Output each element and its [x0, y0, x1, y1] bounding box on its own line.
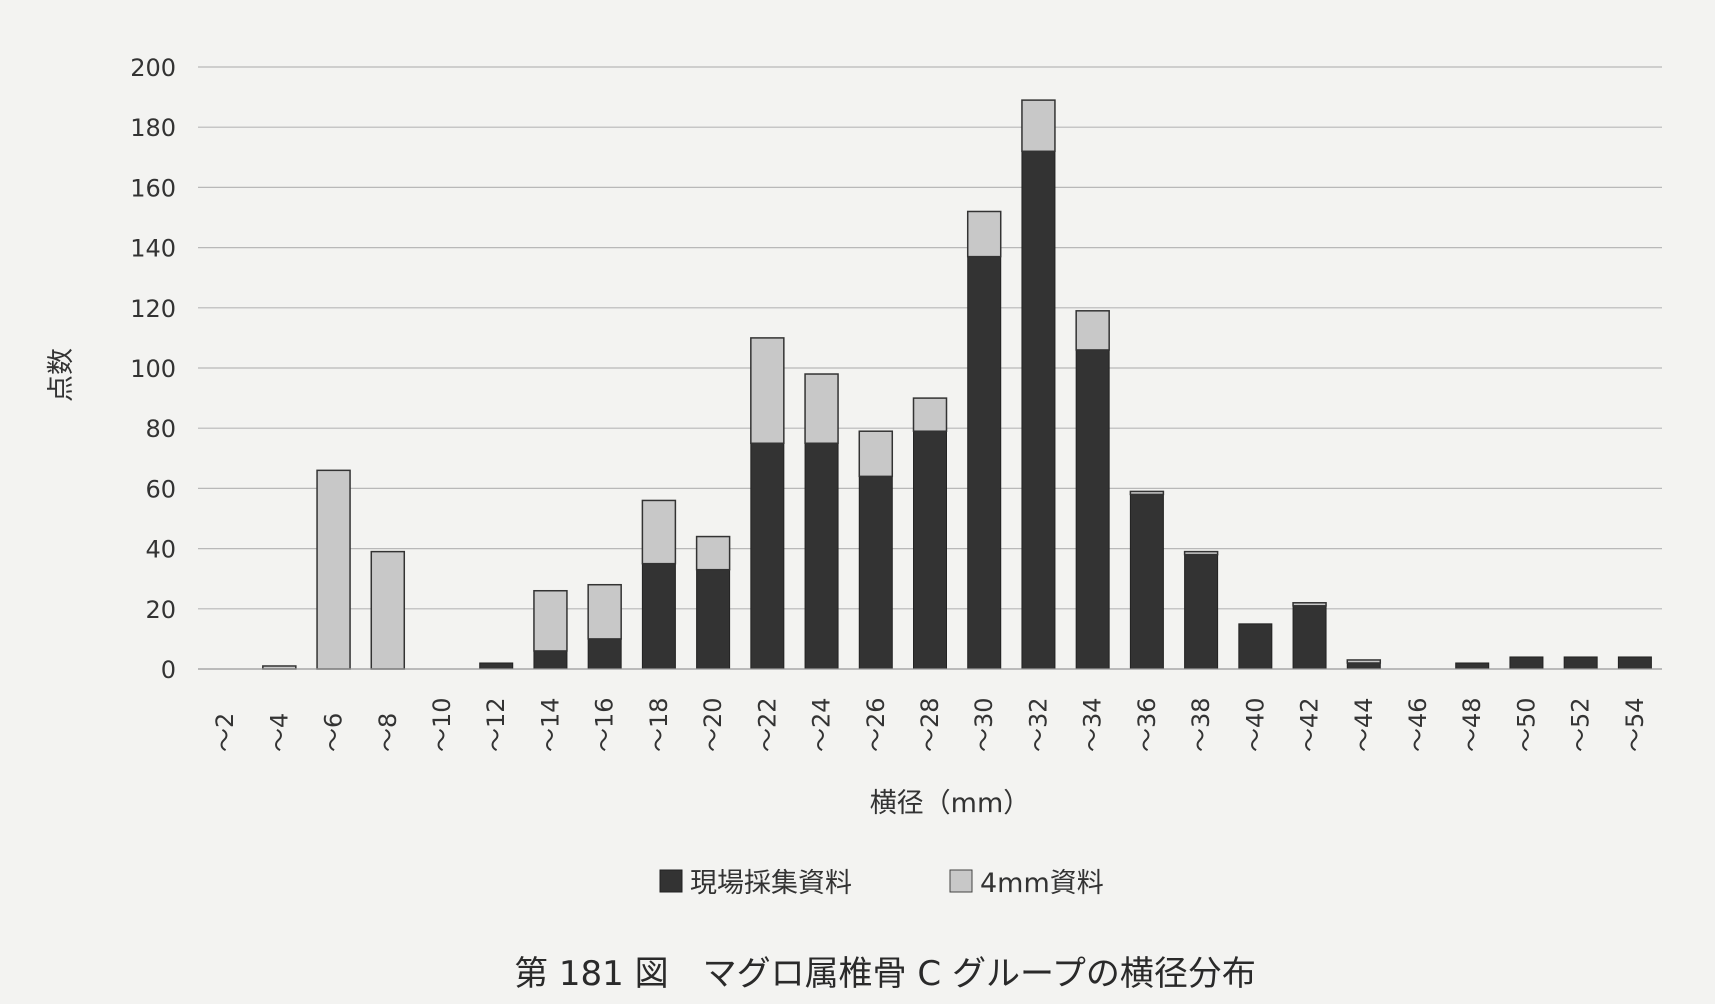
- x-tick-label: ～2: [211, 713, 239, 752]
- bar-4mm: [858, 430, 894, 478]
- y-tick-label: 120: [130, 295, 176, 323]
- x-tick-label: ～32: [1024, 697, 1052, 752]
- bar-4mm: [641, 499, 677, 565]
- legend: 現場採集資料 4mm資料: [659, 868, 1104, 899]
- x-tick-label: ～52: [1567, 697, 1595, 752]
- bar-field-collected: [750, 442, 785, 670]
- bar-4mm: [1292, 602, 1327, 607]
- x-axis-title: 横径（mm）: [870, 788, 1031, 819]
- x-tick-label: ～18: [645, 697, 673, 752]
- x-tick-label: ～26: [862, 697, 890, 752]
- x-tick-label: ～8: [374, 713, 402, 752]
- x-tick-label: ～44: [1350, 697, 1378, 752]
- bars: [262, 99, 1652, 670]
- x-tick-label: ～48: [1458, 697, 1486, 752]
- y-axis-title: 点数: [46, 348, 77, 402]
- bar-field-collected: [804, 442, 839, 670]
- bar-field-collected: [1075, 349, 1110, 670]
- bar-4mm: [316, 469, 351, 670]
- x-tick-label: ～14: [536, 697, 564, 752]
- bar-field-collected: [1238, 623, 1273, 670]
- bar-field-collected: [967, 256, 1002, 670]
- y-tick-label: 0: [161, 656, 176, 684]
- y-tick-label: 180: [130, 114, 176, 142]
- bar-4mm: [1346, 659, 1382, 664]
- x-tick-label: ～4: [265, 713, 293, 752]
- bar-field-collected: [696, 569, 731, 670]
- figure-caption: 第 181 図 マグロ属椎骨 C グループの横径分布: [514, 954, 1256, 994]
- legend-label-4mm: 4mm資料: [980, 868, 1104, 899]
- legend-label-field: 現場採集資料: [690, 868, 852, 899]
- bar-field-collected: [1455, 662, 1490, 670]
- y-tick-label: 40: [145, 536, 176, 564]
- bar-4mm: [587, 583, 622, 640]
- legend-swatch-4mm: [949, 869, 973, 893]
- y-tick-label: 20: [145, 596, 176, 624]
- x-tick-label: ～20: [699, 697, 727, 752]
- grid-lines: [198, 66, 1662, 610]
- bar-field-collected: [1021, 150, 1056, 670]
- x-tick-label: ～24: [808, 697, 836, 752]
- bar-field-collected: [1617, 656, 1652, 670]
- bar-field-collected: [479, 662, 514, 670]
- bar-4mm: [750, 337, 785, 444]
- x-tick-label: ～6: [320, 713, 348, 752]
- x-tick-label: ～28: [916, 697, 944, 752]
- bar-field-collected: [1184, 554, 1219, 670]
- bar-4mm: [1021, 99, 1056, 153]
- bar-4mm: [804, 373, 839, 444]
- x-tick-label: ～38: [1187, 697, 1215, 752]
- bar-field-collected: [913, 430, 947, 670]
- bar-field-collected: [641, 563, 676, 670]
- y-tick-label: 140: [130, 235, 176, 263]
- bar-4mm: [966, 210, 1002, 258]
- x-tick-label: ～36: [1133, 697, 1161, 752]
- bar-4mm: [1183, 550, 1219, 556]
- y-tick-label: 60: [145, 475, 176, 503]
- x-tick-label: ～16: [591, 697, 619, 752]
- x-tick-label: ～22: [753, 697, 781, 752]
- y-tick-label: 160: [130, 174, 176, 202]
- bar-field-collected: [1346, 662, 1381, 670]
- bar-field-collected: [587, 638, 622, 670]
- x-tick-label: ～40: [1241, 697, 1269, 752]
- bar-4mm: [370, 550, 406, 670]
- bar-field-collected: [1292, 605, 1327, 670]
- bar-4mm: [1075, 310, 1110, 351]
- x-tick-label: ～54: [1621, 697, 1649, 752]
- bar-field-collected: [1509, 656, 1544, 670]
- bar-field-collected: [1563, 656, 1598, 670]
- bar-field-collected: [1129, 493, 1164, 670]
- y-tick-label: 80: [145, 415, 176, 443]
- x-axis-ticks: ～2 ～4 ～6 ～8 ～10 ～12 ～14 ～16 ～18 ～20 ～22 ～24 ～26 ～28 ～3…: [211, 697, 1649, 752]
- bar-field-collected: [533, 650, 568, 670]
- x-tick-label: ～42: [1296, 697, 1324, 752]
- bar-4mm: [695, 535, 731, 571]
- bar-field-collected: [858, 475, 893, 670]
- x-tick-label: ～30: [970, 697, 998, 752]
- x-tick-label: ～34: [1079, 697, 1107, 752]
- legend-swatch-field: [659, 869, 683, 893]
- bar-4mm: [1129, 490, 1165, 496]
- x-tick-label: ～10: [428, 697, 456, 752]
- x-tick-label: ～46: [1404, 697, 1432, 752]
- y-tick-label: 200: [130, 54, 176, 82]
- x-tick-label: ～12: [482, 697, 510, 752]
- bar-4mm: [912, 397, 948, 432]
- y-tick-label: 100: [130, 355, 176, 383]
- x-tick-label: ～50: [1512, 697, 1540, 752]
- y-axis-ticks: 0 20 40 60 80 100 120 140 160 180 200: [130, 54, 176, 684]
- bar-4mm: [533, 589, 568, 652]
